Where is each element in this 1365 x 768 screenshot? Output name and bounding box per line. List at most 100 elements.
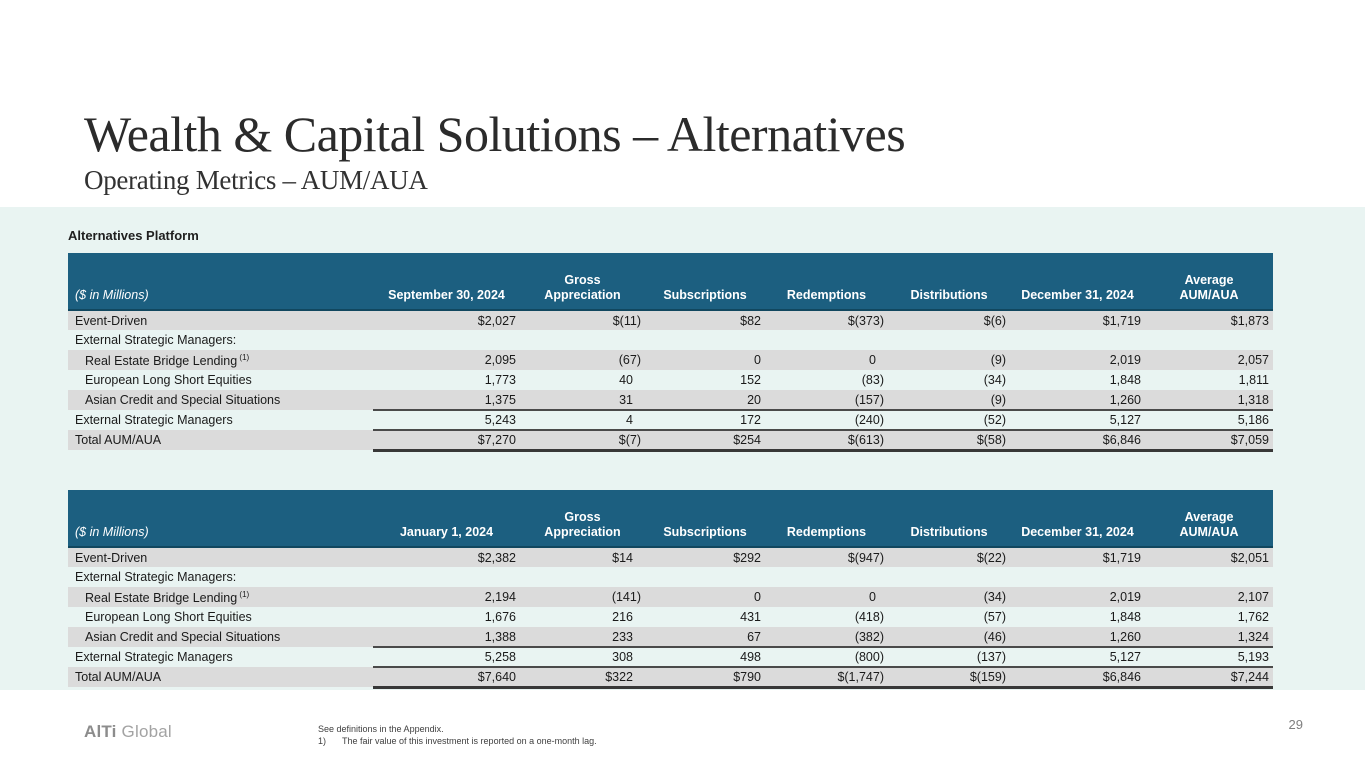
- row-label-cell: Total AUM/AUA: [68, 430, 373, 450]
- value-cell: 67: [645, 627, 765, 648]
- value-cell: (34): [983, 373, 1006, 387]
- value-cell: 2,019: [1010, 350, 1145, 370]
- value-cell: 0: [765, 350, 888, 370]
- value-cell: (52): [888, 410, 1010, 431]
- value-cell: [888, 330, 1010, 350]
- column-header: Redemptions: [765, 253, 888, 311]
- value-cell: 5,127: [1010, 647, 1145, 668]
- value-cell: $(1,747): [765, 667, 888, 689]
- footnote-text: The fair value of this investment is rep…: [342, 736, 597, 746]
- table-row: Event-Driven $2,382 $14 $292 $(947) $(22) $1,7…: [68, 547, 1273, 567]
- footnote-definitions: See definitions in the Appendix.: [318, 723, 597, 735]
- column-header: Subscriptions: [645, 490, 765, 548]
- value-cell: 2,057: [1145, 350, 1273, 370]
- value-cell: $82: [645, 310, 765, 330]
- column-header: Gross Appreciation: [520, 253, 645, 311]
- value-cell: (137): [888, 647, 1010, 668]
- value-cell: 1,260: [1010, 390, 1145, 411]
- title-block: Wealth & Capital Solutions – Alternative…: [84, 108, 1284, 196]
- value-cell: [373, 567, 520, 587]
- value-cell: (800): [765, 647, 888, 668]
- value-cell: (57): [983, 610, 1006, 624]
- metrics-table: ($ in Millions) September 30, 2024 Gross A…: [68, 253, 1273, 452]
- row-label-cell: Event-Driven: [68, 547, 373, 567]
- value-cell: 1,848: [1109, 373, 1141, 387]
- row-label-cell: External Strategic Managers: [75, 413, 233, 427]
- column-header: Distributions: [888, 490, 1010, 548]
- value-cell: $(22): [888, 547, 1010, 567]
- aum-table-quarter: ($ in Millions) September 30, 2024 Gross A…: [68, 253, 1273, 452]
- aum-table-fullyear: ($ in Millions) January 1, 2024 Gross Appr…: [68, 490, 1273, 689]
- table-row: External Strategic Managers 5,258 308 498 (8…: [68, 647, 1273, 668]
- column-header: January 1, 2024: [373, 490, 520, 548]
- row-label-cell: External Strategic Managers: [75, 650, 233, 664]
- table-row: European Long Short Equities 1,773 40 152 (8…: [68, 370, 1273, 390]
- row-label-cell: External Strategic Managers:: [75, 333, 237, 347]
- value-cell: [765, 330, 888, 350]
- value-cell: $292: [645, 547, 765, 567]
- value-cell: 0: [645, 350, 765, 370]
- value-cell: 1,773: [484, 373, 516, 387]
- footnote-marker: 1): [318, 736, 327, 746]
- footnote-ref: (1): [237, 352, 250, 362]
- value-cell: $254: [645, 430, 765, 452]
- column-header: December 31, 2024: [1010, 490, 1145, 548]
- page-title: Wealth & Capital Solutions – Alternative…: [84, 106, 906, 162]
- header-row: ($ in Millions) September 30, 2024 Gross A…: [68, 253, 1273, 311]
- value-cell: 233: [520, 627, 645, 648]
- value-cell: $6,846: [1010, 430, 1145, 452]
- table-row: Total AUM/AUA $7,270 $(7) $254 $(613) $(58) $6…: [68, 430, 1273, 452]
- page-subtitle: Operating Metrics – AUM/AUA: [84, 165, 428, 195]
- value-cell: $(373): [765, 310, 888, 330]
- value-cell: (382): [765, 627, 888, 648]
- value-cell: (157): [765, 390, 888, 411]
- value-cell: (9): [888, 390, 1010, 411]
- value-cell: 4: [520, 410, 645, 431]
- footnote-text: See definitions in the Appendix.: [318, 724, 444, 734]
- content-panel: Alternatives Platform ($ in Millions) Sep…: [0, 207, 1365, 690]
- value-cell: $(58): [888, 430, 1010, 452]
- value-cell: 5,193: [1145, 647, 1273, 668]
- row-label-cell: Real Estate Bridge Lending (1): [68, 350, 373, 370]
- row-label-cell: Event-Driven: [68, 310, 373, 330]
- value-cell: $(947): [765, 547, 888, 567]
- value-cell: 2,095: [373, 350, 520, 370]
- value-cell: 5,258: [373, 647, 520, 668]
- value-cell: 1,762: [1237, 610, 1269, 624]
- value-cell: $2,382: [373, 547, 520, 567]
- logo-bold-text: AlTi: [84, 722, 117, 741]
- value-cell: (240): [765, 410, 888, 431]
- row-label-cell: Total AUM/AUA: [68, 667, 373, 687]
- footer: AlTi Global See definitions in the Appen…: [0, 690, 1365, 768]
- value-cell: $7,059: [1145, 430, 1273, 452]
- value-cell: (46): [888, 627, 1010, 648]
- value-cell: $1,719: [1010, 310, 1145, 330]
- value-cell: (67): [520, 350, 645, 370]
- unit-label: ($ in Millions): [68, 490, 373, 548]
- value-cell: 431: [740, 610, 761, 624]
- column-header: Distributions: [888, 253, 1010, 311]
- value-cell: 0: [765, 587, 888, 607]
- value-cell: [1145, 330, 1273, 350]
- logo-light-text: Global: [121, 722, 172, 741]
- value-cell: 308: [520, 647, 645, 668]
- value-cell: 2,107: [1145, 587, 1273, 607]
- column-header: Subscriptions: [645, 253, 765, 311]
- section-label: Alternatives Platform: [68, 228, 199, 243]
- value-cell: $1,719: [1010, 547, 1145, 567]
- value-cell: 1,388: [373, 627, 520, 648]
- value-cell: $14: [520, 547, 645, 567]
- value-cell: 1,318: [1145, 390, 1273, 411]
- row-label-cell: Real Estate Bridge Lending (1): [68, 587, 373, 607]
- value-cell: 5,186: [1145, 410, 1273, 431]
- table-row: European Long Short Equities 1,676 216 431 (…: [68, 607, 1273, 627]
- value-cell: 1,811: [1238, 373, 1269, 387]
- value-cell: $7,244: [1145, 667, 1273, 689]
- value-cell: $(7): [520, 430, 645, 452]
- value-cell: [1010, 330, 1145, 350]
- footnote-1: 1) The fair value of this investment is …: [318, 735, 597, 747]
- value-cell: 1,324: [1145, 627, 1273, 648]
- value-cell: [888, 567, 1010, 587]
- value-cell: 1,375: [373, 390, 520, 411]
- value-cell: 20: [645, 390, 765, 411]
